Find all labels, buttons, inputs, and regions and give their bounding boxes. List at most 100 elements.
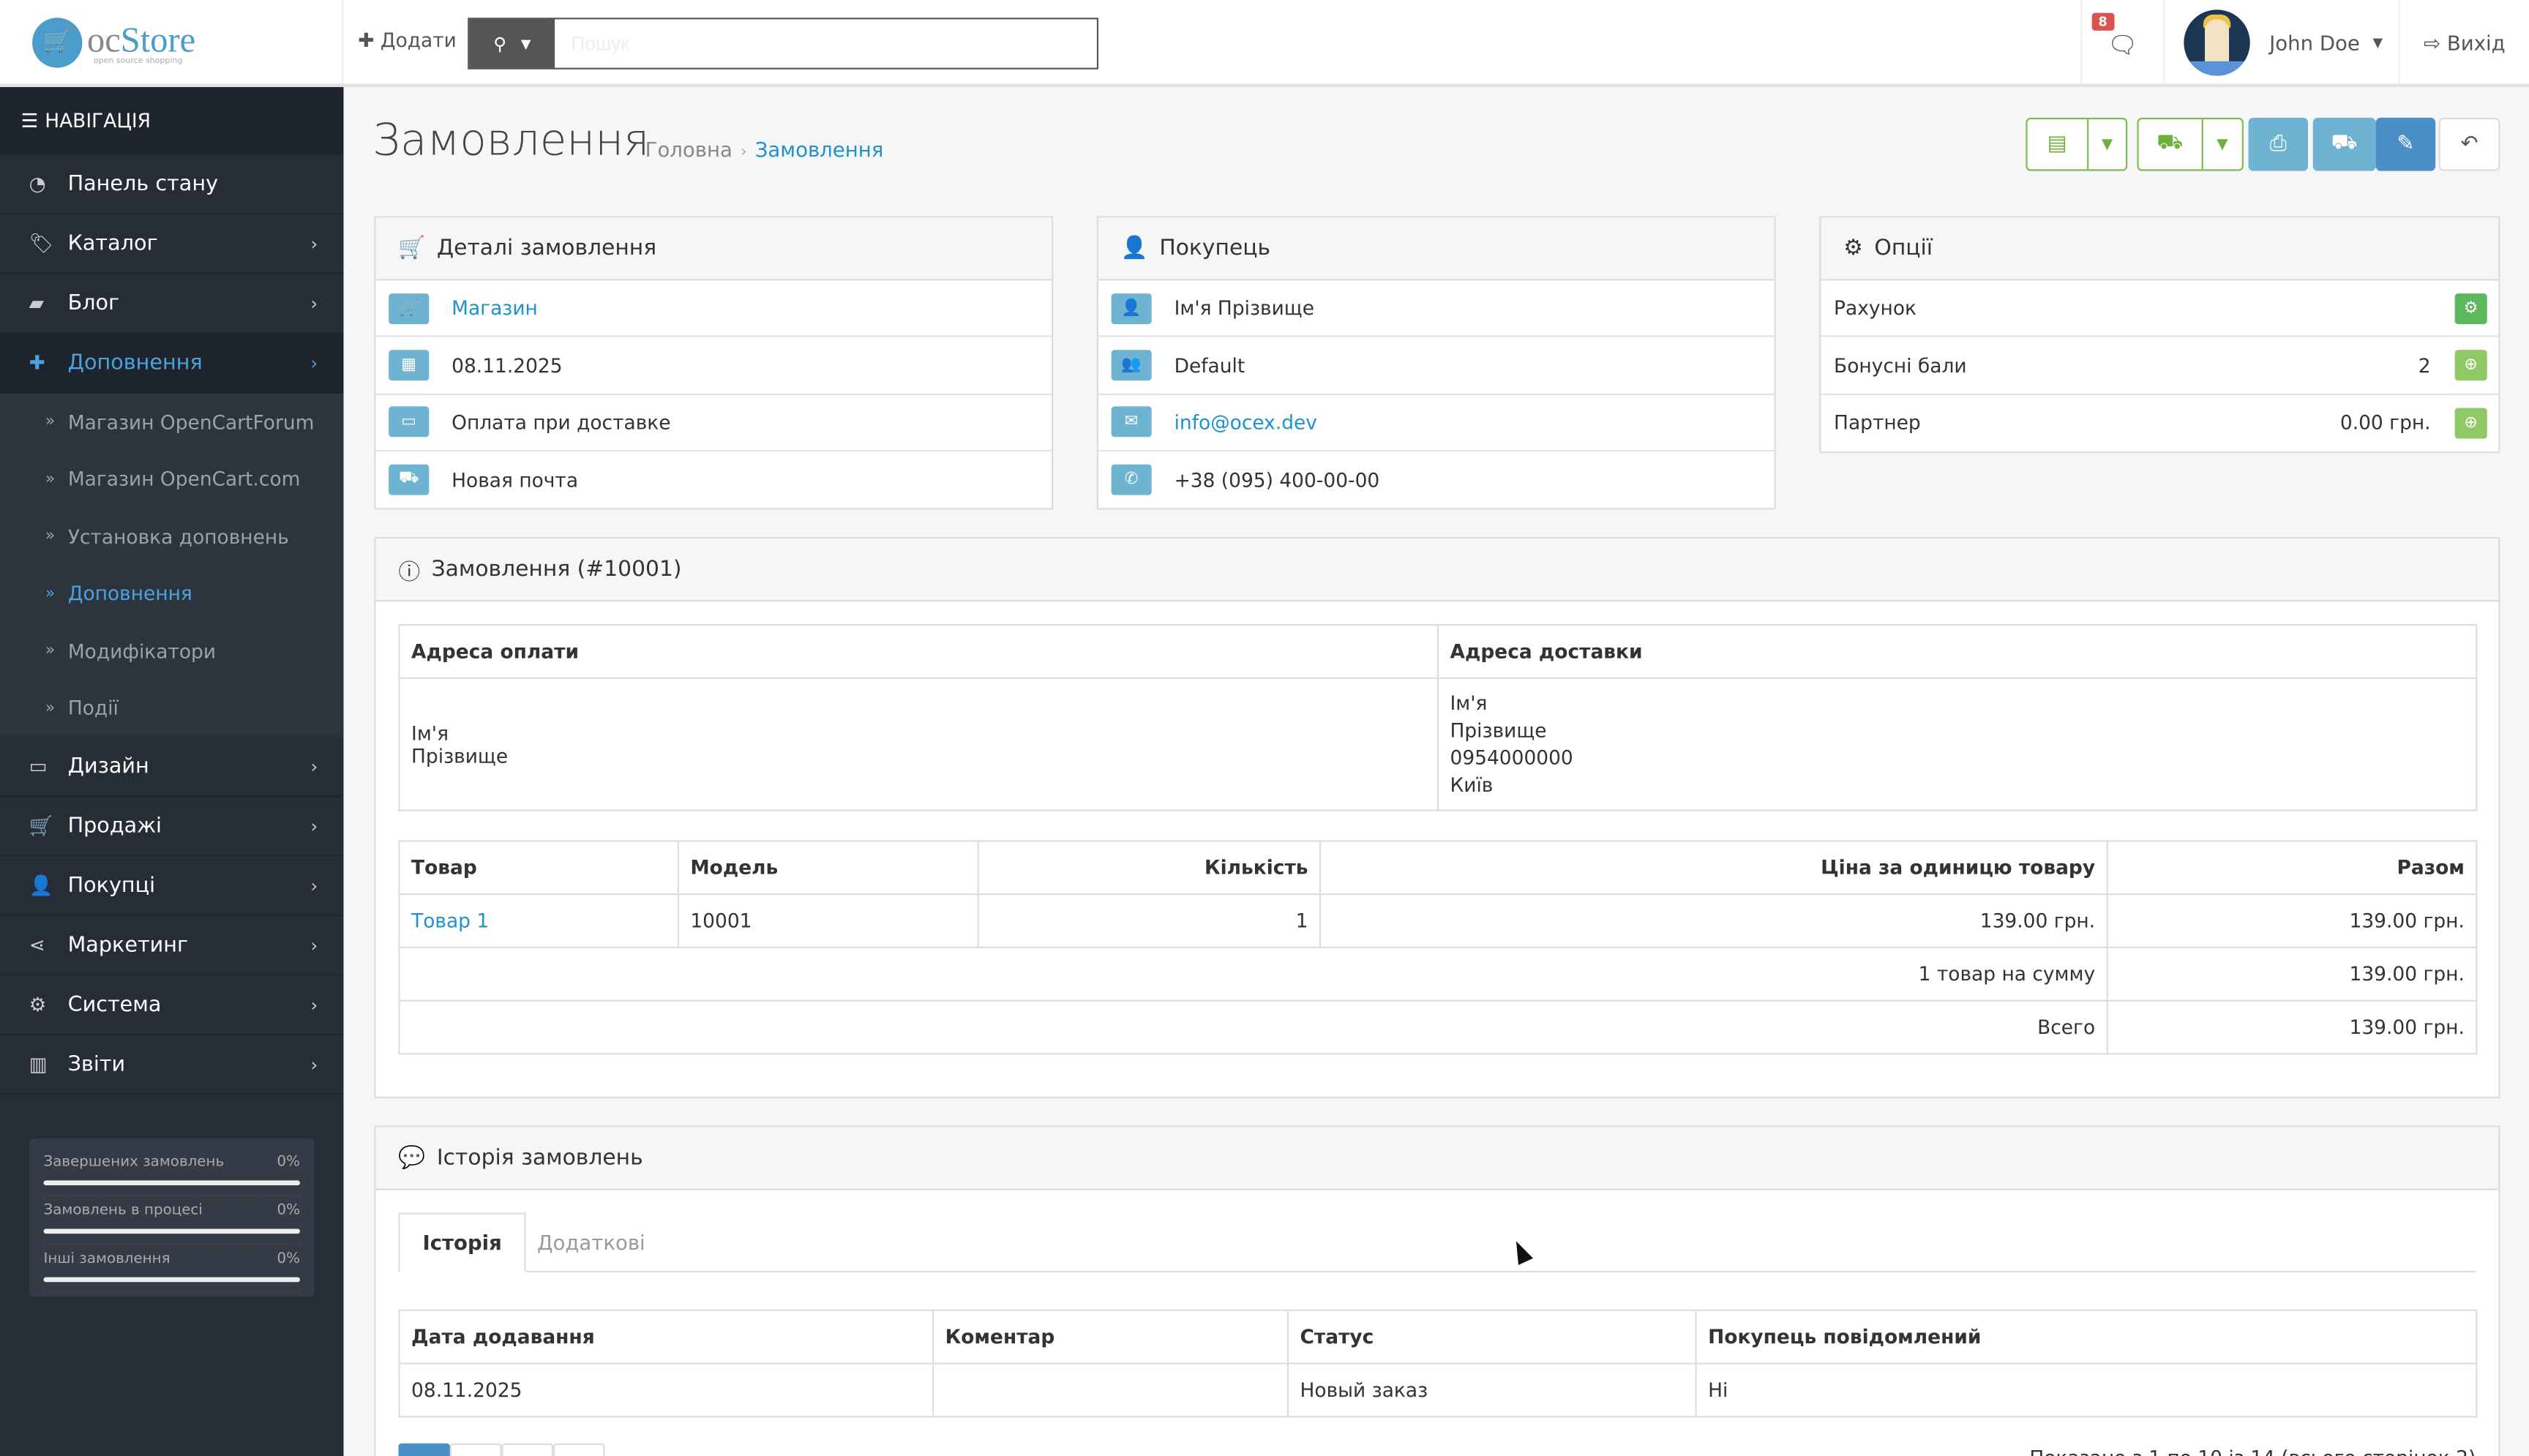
submenu-item-label: Установка доповнень [67, 525, 289, 548]
stat-item: Інші замовлення 0% [43, 1245, 300, 1294]
add-button[interactable]: ✚ Додати [358, 29, 457, 52]
store-icon: 🛒 [389, 293, 430, 324]
logo-tagline: open source shopping [93, 56, 183, 67]
sidebar-item[interactable]: 🏷 Каталог › [0, 214, 344, 274]
stat-value: 0% [277, 1203, 300, 1220]
table-row: Товар 1 10001 1 139.00 грн. 139.00 грн. [398, 893, 2478, 949]
user-icon: 👤 [1120, 235, 1148, 262]
user-menu[interactable]: John Doe ▼ [2162, 0, 2399, 84]
tab-history[interactable]: Історія [398, 1212, 526, 1273]
submenu-item[interactable]: » Магазин OpenCart.com [0, 451, 343, 508]
breadcrumb-home[interactable]: Головна [645, 137, 733, 162]
truck-icon: ⛟ [2331, 130, 2358, 155]
pencil-icon: ✎ [2397, 132, 2415, 157]
payment-method: Оплата при доставке [452, 410, 671, 434]
comments-icon: 🗨 [2107, 30, 2138, 60]
total-label: Всего [398, 999, 2108, 1055]
submenu-item[interactable]: » Магазин OpenCartForum [0, 394, 343, 451]
column-header: Ціна за одиницю товару [1319, 840, 2108, 896]
submenu-item-label: Магазин OpenCartForum [67, 410, 315, 434]
credit-card-icon: ▭ [389, 407, 430, 438]
sidebar-item[interactable]: ▭ Дизайн › [0, 737, 344, 797]
caret-down-icon[interactable]: ▼ [2200, 119, 2242, 170]
sidebar-item-label: Маркетинг [67, 933, 189, 958]
page-2-button[interactable] [449, 1443, 502, 1456]
print-shipping-button[interactable]: ⛟ [2312, 117, 2376, 171]
submenu-item[interactable]: » Модифікатори [0, 623, 343, 680]
total-value: 139.00 грн. [2106, 946, 2478, 1002]
product-quantity: 1 [977, 893, 1322, 949]
page-1-button[interactable] [398, 1443, 450, 1456]
search-type-button[interactable]: ⚲ ▼ [469, 19, 555, 68]
history-panel: 💬 Історія замовлень Історія Додаткові Дат… [374, 1125, 2500, 1456]
shipping-button-group[interactable]: ⛟ ▼ [2137, 117, 2244, 171]
sidebar-item[interactable]: ⚙ Система › [0, 975, 344, 1036]
invoice-button-group[interactable]: ▤ ▼ [2026, 117, 2128, 171]
edit-button[interactable]: ✎ [2375, 117, 2436, 171]
cart-logo-icon: 🛒 [32, 18, 83, 68]
invoice-label: Рахунок [1834, 296, 1917, 320]
print-invoice-button[interactable]: ⎙ [2248, 117, 2309, 171]
search-icon: ⚲ [493, 33, 506, 54]
total-value: 139.00 грн. [2106, 999, 2478, 1055]
sidebar-item[interactable]: 👤 Покупці › [0, 856, 344, 916]
logout-button[interactable]: ⇨ Вихід [2398, 0, 2529, 84]
back-button[interactable]: ↶ [2438, 117, 2500, 171]
search-input[interactable] [555, 19, 1097, 68]
sidebar-item[interactable]: ▥ Звіти › [0, 1035, 344, 1095]
add-commission-button[interactable]: ⊕ [2454, 408, 2487, 439]
breadcrumb-orders[interactable]: Замовлення [754, 137, 884, 162]
customer-email[interactable]: info@ocex.dev [1174, 410, 1317, 434]
sidebar-item-label: Продажі [67, 813, 162, 838]
sidebar-item[interactable]: ✚ Доповнення › [0, 334, 344, 394]
next-page-button[interactable] [501, 1443, 554, 1456]
customer-panel: 👤 Покупець 👤 Ім'я Прізвище 👥 Default ✉ info@… [1096, 216, 1776, 510]
submenu-item-label: Магазин OpenCart.com [67, 468, 301, 491]
tab-additional[interactable]: Додаткові [536, 1230, 645, 1255]
invoice-icon[interactable]: ▤ [2047, 132, 2067, 157]
chevron-right-icon: › [310, 352, 318, 374]
store-link[interactable]: Магазин [452, 296, 538, 320]
panel-title: Замовлення (#10001) [431, 556, 682, 582]
product-link[interactable]: Товар 1 [411, 909, 490, 932]
chevron-right-icon: › [310, 755, 318, 777]
product-total: 139.00 грн. [2106, 893, 2478, 949]
logo[interactable]: 🛒 ocStore open source shopping [0, 0, 344, 84]
group-icon: 👥 [1111, 350, 1152, 381]
top-header: 🛒 ocStore open source shopping ✚ Додати … [0, 0, 2529, 88]
user-name: John Doe [2269, 29, 2360, 54]
submenu-item[interactable]: » Установка доповнень [0, 508, 343, 565]
address-line: Прізвище [411, 744, 509, 768]
add-reward-button[interactable]: ⊕ [2454, 350, 2487, 381]
reward-label: Бонусні бали [1834, 353, 1967, 377]
generate-invoice-button[interactable]: ⚙ [2454, 293, 2487, 324]
chevron-right-icon: › [310, 293, 318, 314]
stat-value: 0% [277, 1155, 300, 1171]
nav-toggle[interactable]: ☰ НАВІГАЦІЯ [0, 87, 344, 155]
sidebar-item[interactable]: 🛒 Продажі › [0, 797, 344, 857]
panel-title: Покупець [1159, 235, 1271, 262]
caret-down-icon[interactable]: ▼ [2086, 119, 2126, 170]
customer-name: Ім'я Прізвище [1174, 296, 1314, 320]
book-icon: ▰ [29, 291, 45, 315]
payment-address-header: Адреса оплати [398, 623, 1439, 679]
truck-icon: ⛟ [389, 465, 430, 496]
chevron-right-icon: › [310, 233, 318, 255]
truck-icon[interactable]: ⛟ [2157, 130, 2184, 155]
submenu-item[interactable]: » Події [0, 680, 343, 737]
options-panel: ⚙ Опції Рахунок ⚙ Бонусні бали 2 ⊕ Партнер 0.… [1819, 216, 2500, 454]
sidebar-item-label: Панель стану [67, 171, 219, 196]
double-chevron-icon: » [45, 585, 56, 603]
reply-icon: ↶ [2460, 132, 2479, 157]
notification-badge: 8 [2091, 12, 2114, 31]
sidebar-item[interactable]: ▰ Блог › [0, 274, 344, 334]
sidebar-item-label: Звіти [67, 1052, 126, 1077]
submenu-item[interactable]: » Доповнення [0, 566, 343, 623]
phone-icon: ✆ [1111, 465, 1152, 496]
last-page-button[interactable] [553, 1443, 605, 1456]
sidebar-item[interactable]: ⋖ Маркетинг › [0, 916, 344, 976]
notifications-button[interactable]: 8 🗨 [2080, 0, 2162, 84]
sidebar-item[interactable]: ◔ Панель стану [0, 155, 344, 215]
caret-down-icon: ▼ [520, 36, 531, 51]
order-details-panel: 🛒 Деталі замовлення 🛒 Магазин ▦ 08.11.2025 … [374, 216, 1054, 510]
